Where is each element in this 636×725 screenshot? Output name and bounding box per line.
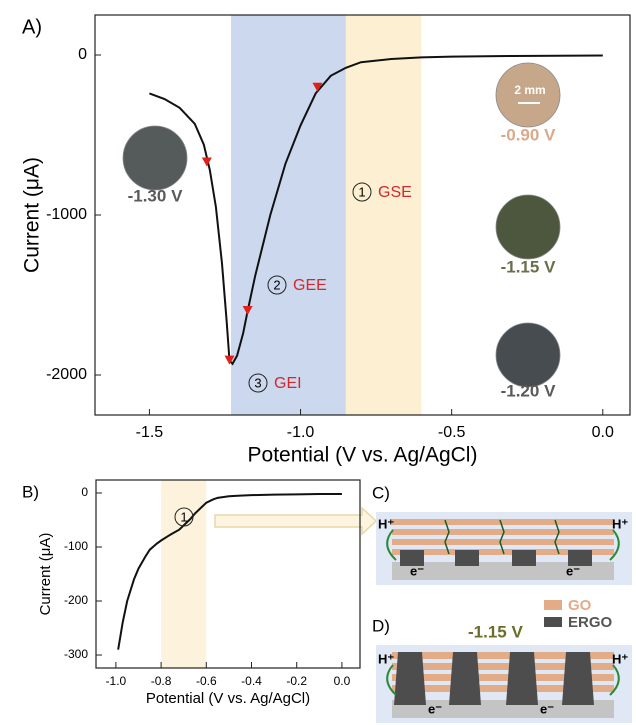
annotation-number: 1 — [180, 509, 187, 524]
electron: e⁻ — [540, 701, 554, 716]
y-axis-label: Current (μA) — [21, 157, 44, 273]
annotation-number: 3 — [254, 375, 261, 390]
y-tick-label: -300 — [64, 647, 88, 661]
panel-label: A) — [22, 16, 42, 38]
panel-label: D) — [372, 616, 390, 635]
x-tick-label: 0.0 — [592, 424, 614, 441]
h-plus: H⁺ — [612, 516, 628, 531]
x-tick-label: -1.0 — [106, 674, 127, 688]
y-tick-label: -100 — [64, 539, 88, 553]
sample-label: -0.90 V — [501, 125, 556, 144]
y-tick-label: 0 — [78, 46, 87, 63]
ergo-block — [512, 550, 536, 566]
x-tick-label: 0.0 — [334, 674, 351, 688]
ergo-block — [455, 550, 479, 566]
legend-swatch — [544, 617, 562, 627]
annotation-label: GSE — [378, 184, 412, 201]
marker — [202, 158, 212, 167]
ergo-block — [449, 652, 481, 705]
callout-arrow — [215, 508, 376, 534]
legend-label: GO — [568, 597, 592, 614]
x-axis-label: Potential (V vs. Ag/AgCl) — [248, 444, 478, 467]
electron: e⁻ — [410, 563, 424, 578]
shaded-region — [231, 15, 346, 415]
y-tick-label: -2000 — [46, 366, 87, 383]
annotation-label: GEI — [274, 375, 302, 392]
h-plus: H⁺ — [378, 651, 394, 666]
sample-label: -1.20 V — [501, 381, 556, 400]
y-tick-label: -1000 — [46, 206, 87, 223]
electron: e⁻ — [566, 563, 580, 578]
y-axis-label: Current (μA) — [37, 533, 54, 616]
x-tick-label: -0.4 — [241, 674, 262, 688]
x-axis-label: Potential (V vs. Ag/AgCl) — [146, 690, 310, 707]
annotation-label: GEE — [293, 277, 327, 294]
x-tick-label: -0.5 — [438, 424, 466, 441]
potential-label: -1.15 V — [468, 622, 523, 641]
x-tick-label: -0.6 — [196, 674, 217, 688]
sample-label: -1.15 V — [501, 257, 556, 276]
panel-label: C) — [372, 483, 390, 502]
legend-swatch — [544, 600, 562, 610]
shaded-region — [346, 15, 422, 415]
sample-photo — [496, 195, 560, 259]
h-plus: H⁺ — [612, 651, 628, 666]
electron: e⁻ — [428, 701, 442, 716]
legend-label: ERGO — [568, 614, 613, 631]
panel-label: B) — [22, 482, 39, 501]
annotation-number: 2 — [273, 277, 280, 292]
go-layer — [392, 519, 614, 525]
x-tick-label: -1.0 — [287, 424, 315, 441]
sample-photo — [496, 323, 560, 387]
x-tick-label: -0.8 — [151, 674, 172, 688]
scale-bar-label: 2 mm — [514, 83, 545, 97]
ergo-block — [562, 652, 594, 705]
sample-label: -1.30 V — [128, 186, 183, 205]
y-tick-label: -200 — [64, 593, 88, 607]
sample-photo — [123, 126, 187, 190]
ergo-block — [394, 652, 426, 705]
y-tick-label: 0 — [81, 485, 88, 499]
annotation-number: 1 — [358, 184, 365, 199]
x-tick-label: -1.5 — [136, 424, 164, 441]
go-layer — [392, 539, 614, 545]
x-tick-label: -0.2 — [286, 674, 307, 688]
ergo-block — [506, 652, 538, 705]
h-plus: H⁺ — [378, 516, 394, 531]
figure: C) D) H⁺ H⁺ H⁺ H⁺ e⁻ e⁻ e⁻ e⁻ GO ERGO -1… — [0, 0, 636, 725]
